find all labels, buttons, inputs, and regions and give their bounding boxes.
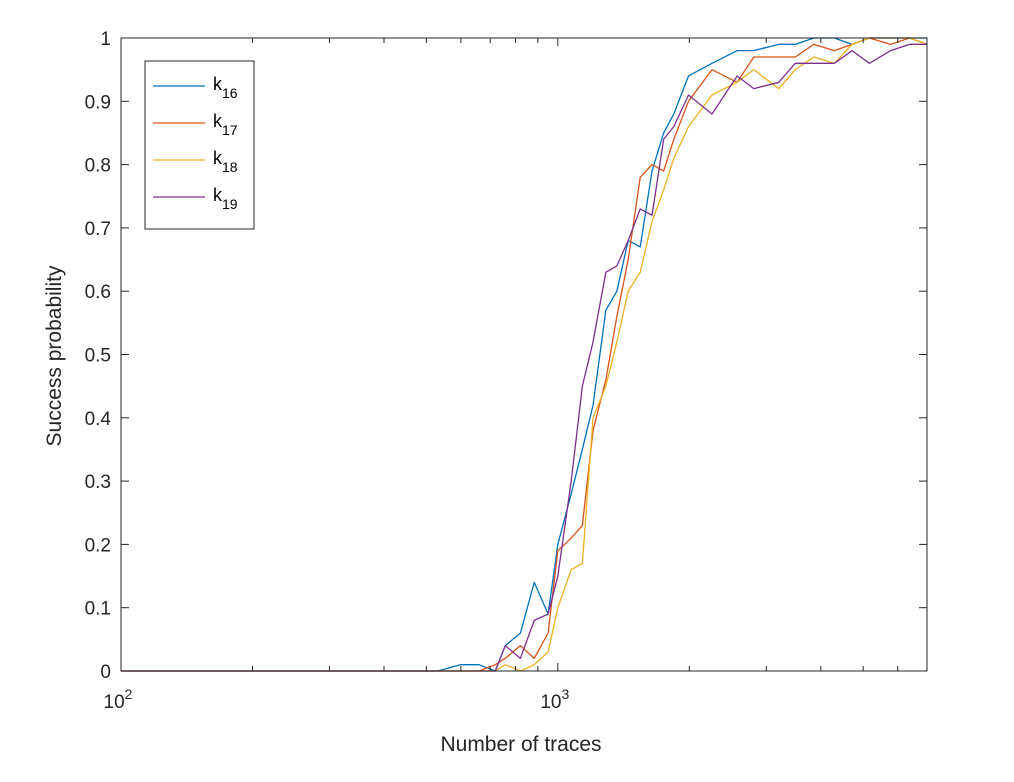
legend-label-k19: k19 [213, 185, 238, 212]
y-tick-label: 0.3 [85, 472, 111, 493]
y-tick-label: 0.9 [85, 92, 111, 113]
plot-area [120, 37, 928, 672]
y-tick-label: 0.5 [85, 346, 111, 367]
y-tick-label: 0.4 [85, 409, 112, 430]
legend-box [144, 60, 255, 230]
y-tick-label: 0.1 [85, 599, 111, 620]
y-tick-label: 0.7 [85, 219, 111, 240]
y-tick-label: 0.6 [85, 282, 111, 303]
x-tick-label: 103 [540, 686, 569, 713]
x-tick-label: 102 [104, 686, 133, 713]
plot-background [121, 38, 927, 671]
label-layer: 0 0.1 0.2 0.3 0.4 0.5 0.6 0.7 0.8 0.9 1 102 103 [85, 29, 570, 713]
series-line-k18 [121, 37, 928, 672]
y-axis-title: Success probability [43, 265, 66, 446]
y-tick-label: 0.2 [85, 535, 111, 556]
series-line-k19 [121, 43, 927, 672]
y-tick-label: 0.8 [85, 156, 111, 177]
x-axis-title: Number of traces [440, 733, 601, 756]
legend: k16 k17 k18 k19 [144, 60, 255, 230]
y-tick-label: 1 [100, 29, 111, 50]
tick-layer [120, 37, 927, 672]
y-tick-label: 0 [100, 662, 111, 683]
legend-label-k17: k17 [213, 111, 238, 138]
series-line-k17 [121, 37, 928, 672]
legend-label-k18: k18 [213, 148, 238, 175]
legend-label-k16: k16 [213, 74, 238, 101]
